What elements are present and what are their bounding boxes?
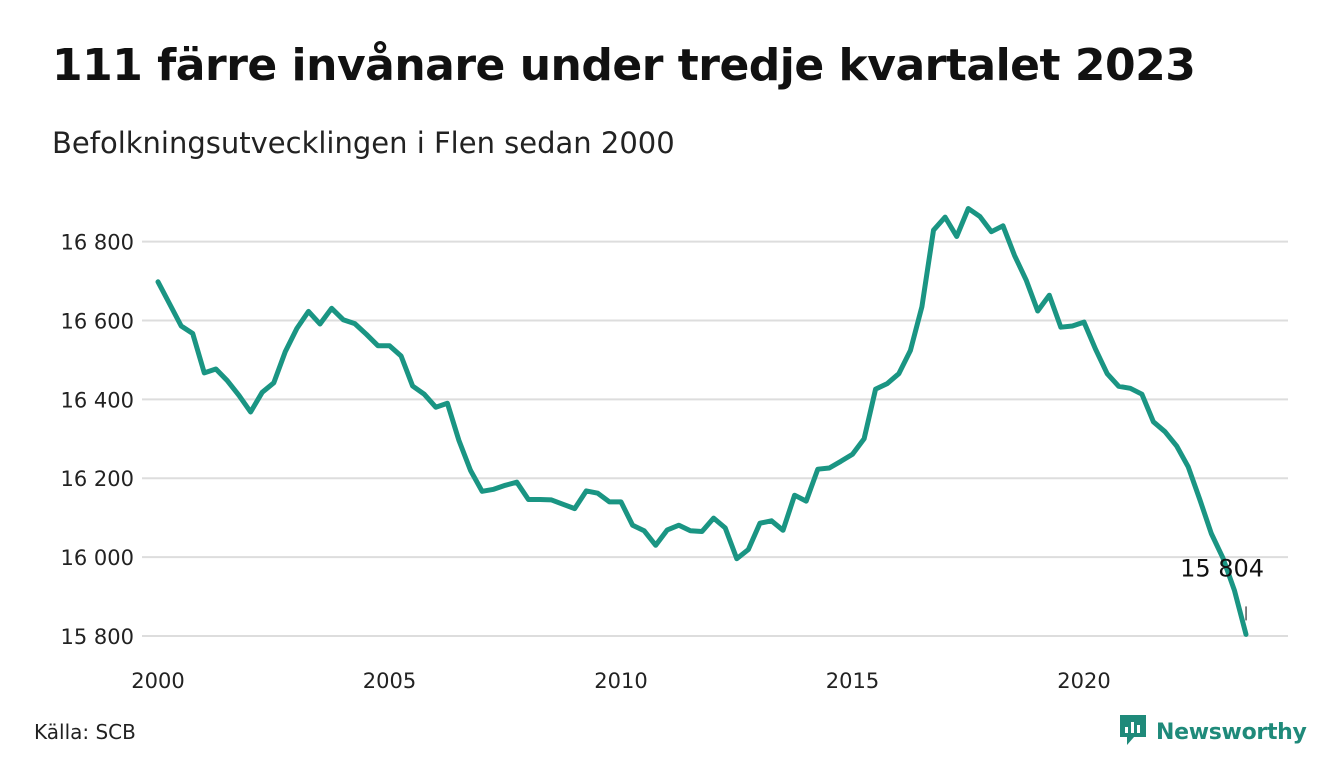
chart-title: 111 färre invånare under tredje kvartale… <box>52 40 1196 91</box>
y-tick-label: 16 400 <box>61 388 134 412</box>
x-tick-label: 2010 <box>594 669 647 693</box>
x-tick-label: 2020 <box>1057 669 1110 693</box>
last-value-label: 15 804 <box>1180 554 1264 582</box>
series-line <box>155 206 1249 637</box>
x-tick-label: 2000 <box>131 669 184 693</box>
y-tick-label: 16 000 <box>61 546 134 570</box>
brand-name: Newsworthy <box>1156 719 1307 745</box>
y-tick-label: 16 800 <box>61 231 134 255</box>
y-tick-label: 15 800 <box>61 625 134 649</box>
y-tick-label: 16 200 <box>61 467 134 491</box>
line-chart: 15 800 16 000 16 200 16 400 16 600 16 800 2000… <box>61 206 1288 693</box>
y-tick-label: 16 600 <box>61 309 134 333</box>
source-note: Källa: SCB <box>34 720 136 744</box>
x-tick-label: 2005 <box>363 669 416 693</box>
chart-subtitle: Befolkningsutvecklingen i Flen sedan 200… <box>52 126 675 160</box>
newsworthy-logo-icon <box>1118 713 1148 751</box>
x-tick-label: 2015 <box>826 669 879 693</box>
brand-logo: Newsworthy <box>1118 714 1307 750</box>
